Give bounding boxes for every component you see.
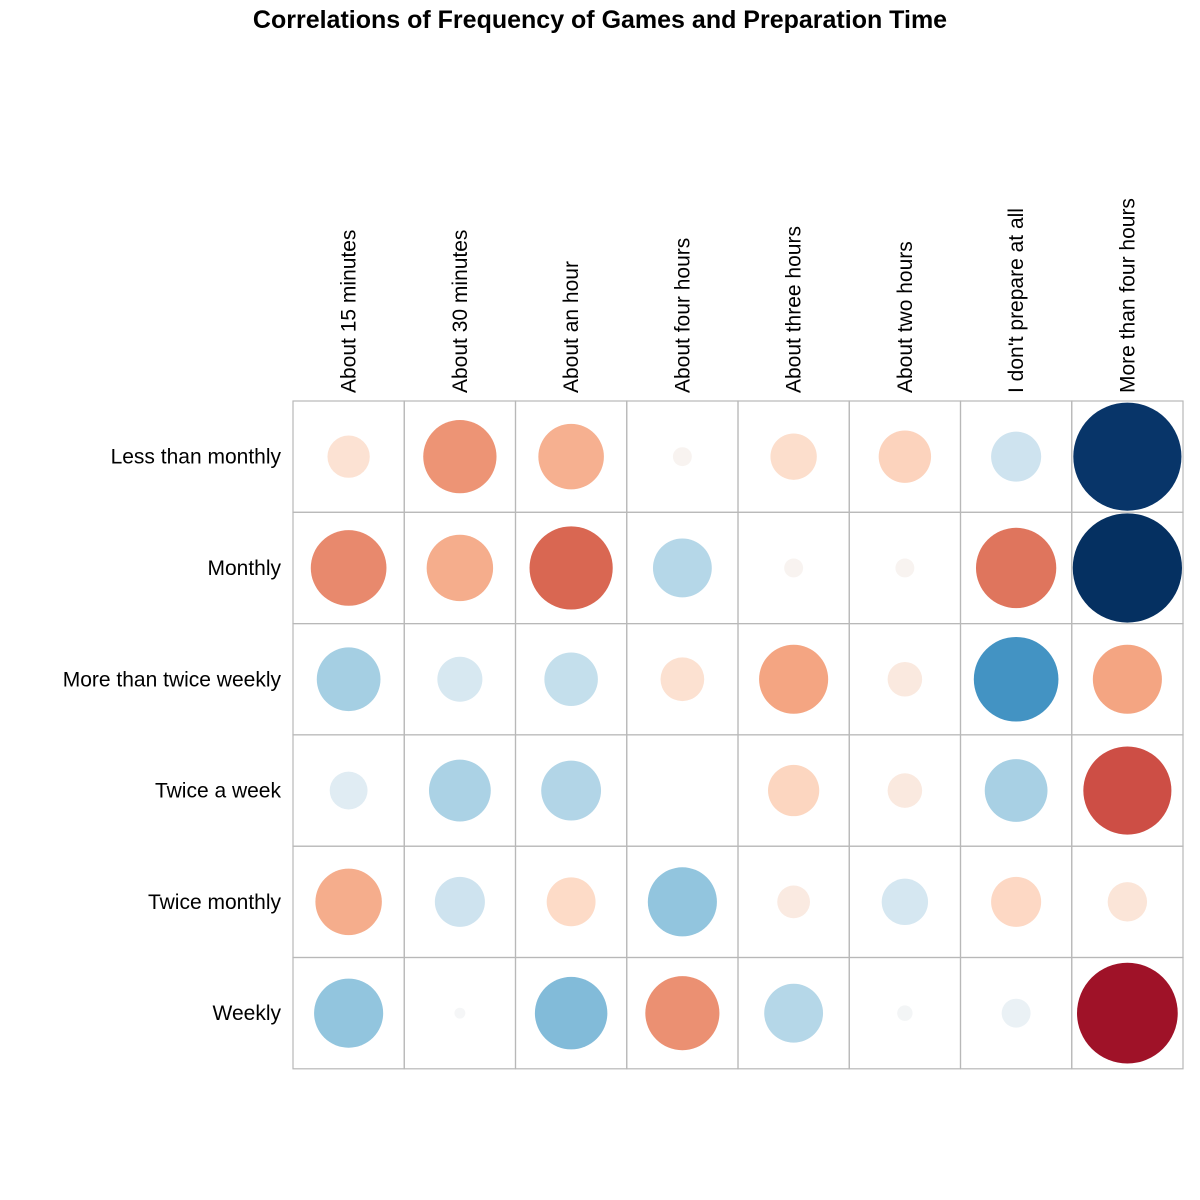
- correlation-circle: [647, 867, 717, 937]
- correlation-circle: [881, 878, 929, 926]
- correlation-circle: [784, 558, 804, 578]
- correlation-circle: [984, 759, 1048, 822]
- correlation-circle: [541, 760, 602, 821]
- correlation-circle: [315, 868, 382, 936]
- correlation-circle: [423, 420, 497, 494]
- chart-title: Correlations of Frequency of Games and P…: [252, 6, 948, 34]
- column-labels: About 15 minutes About 30 minutes About an…: [338, 198, 1140, 393]
- column-label: More than four hours: [1116, 198, 1139, 393]
- correlation-circle: [426, 534, 494, 602]
- correlation-circle: [777, 885, 811, 919]
- correlation-circle: [764, 983, 824, 1043]
- correlation-circle: [652, 538, 712, 598]
- column-label: About 30 minutes: [449, 230, 472, 393]
- column-label: About an hour: [560, 261, 583, 393]
- correlation-circle: [1083, 746, 1172, 835]
- correlation-circle: [897, 1005, 913, 1021]
- row-label: Monthly: [207, 557, 281, 580]
- correlation-circle: [454, 1007, 466, 1019]
- correlation-circle: [1107, 882, 1148, 922]
- correlation-circle: [1072, 513, 1182, 623]
- correlation-circle: [534, 976, 608, 1050]
- correlation-circle: [434, 876, 485, 927]
- correlation-circle: [316, 647, 381, 712]
- column-label: I don't prepare at all: [1005, 208, 1028, 393]
- correlation-circle: [759, 644, 829, 714]
- correlation-circle: [672, 447, 692, 467]
- column-label: About three hours: [783, 226, 806, 393]
- correlation-circle: [895, 558, 915, 578]
- correlation-circle: [1092, 644, 1162, 714]
- correlation-circle: [310, 530, 387, 606]
- column-label: About four hours: [671, 238, 694, 393]
- correlation-circle: [768, 764, 820, 817]
- correlation-circle: [878, 430, 932, 483]
- correlation-circle: [1073, 402, 1182, 511]
- circle-layer: [310, 402, 1182, 1064]
- row-label: Twice a week: [155, 780, 282, 803]
- correlation-circle: [428, 759, 491, 822]
- correlation-circle: [991, 431, 1042, 482]
- correlation-circle: [327, 435, 370, 478]
- grid-cell: [626, 734, 739, 847]
- column-label: About 15 minutes: [338, 230, 361, 393]
- correlation-circle: [975, 527, 1057, 609]
- correlation-circle: [887, 661, 923, 697]
- correlation-circle: [529, 526, 613, 610]
- row-label: More than twice weekly: [63, 668, 282, 691]
- grid: [292, 400, 1184, 1070]
- correlation-circle: [538, 423, 604, 490]
- row-labels: Less than monthly Monthly More than twice …: [63, 446, 282, 1026]
- row-label: Less than monthly: [111, 446, 282, 469]
- column-label: About two hours: [894, 241, 917, 393]
- correlation-circle: [437, 656, 483, 702]
- correlation-circle: [546, 877, 596, 927]
- correlation-circle: [645, 976, 720, 1051]
- correlation-circle: [660, 657, 705, 702]
- correlation-circle: [770, 433, 817, 480]
- correlation-circle: [1001, 998, 1031, 1028]
- row-label: Weekly: [213, 1002, 282, 1025]
- correlation-circle: [1077, 962, 1178, 1064]
- correlation-circle: [314, 978, 384, 1048]
- correlation-circle: [329, 771, 368, 810]
- correlation-circle: [973, 636, 1059, 722]
- correlation-circle: [544, 652, 598, 707]
- correlation-circle: [887, 773, 923, 808]
- correlation-circle: [991, 876, 1042, 927]
- row-label: Twice monthly: [148, 891, 282, 914]
- grid-cell: [1071, 956, 1184, 1070]
